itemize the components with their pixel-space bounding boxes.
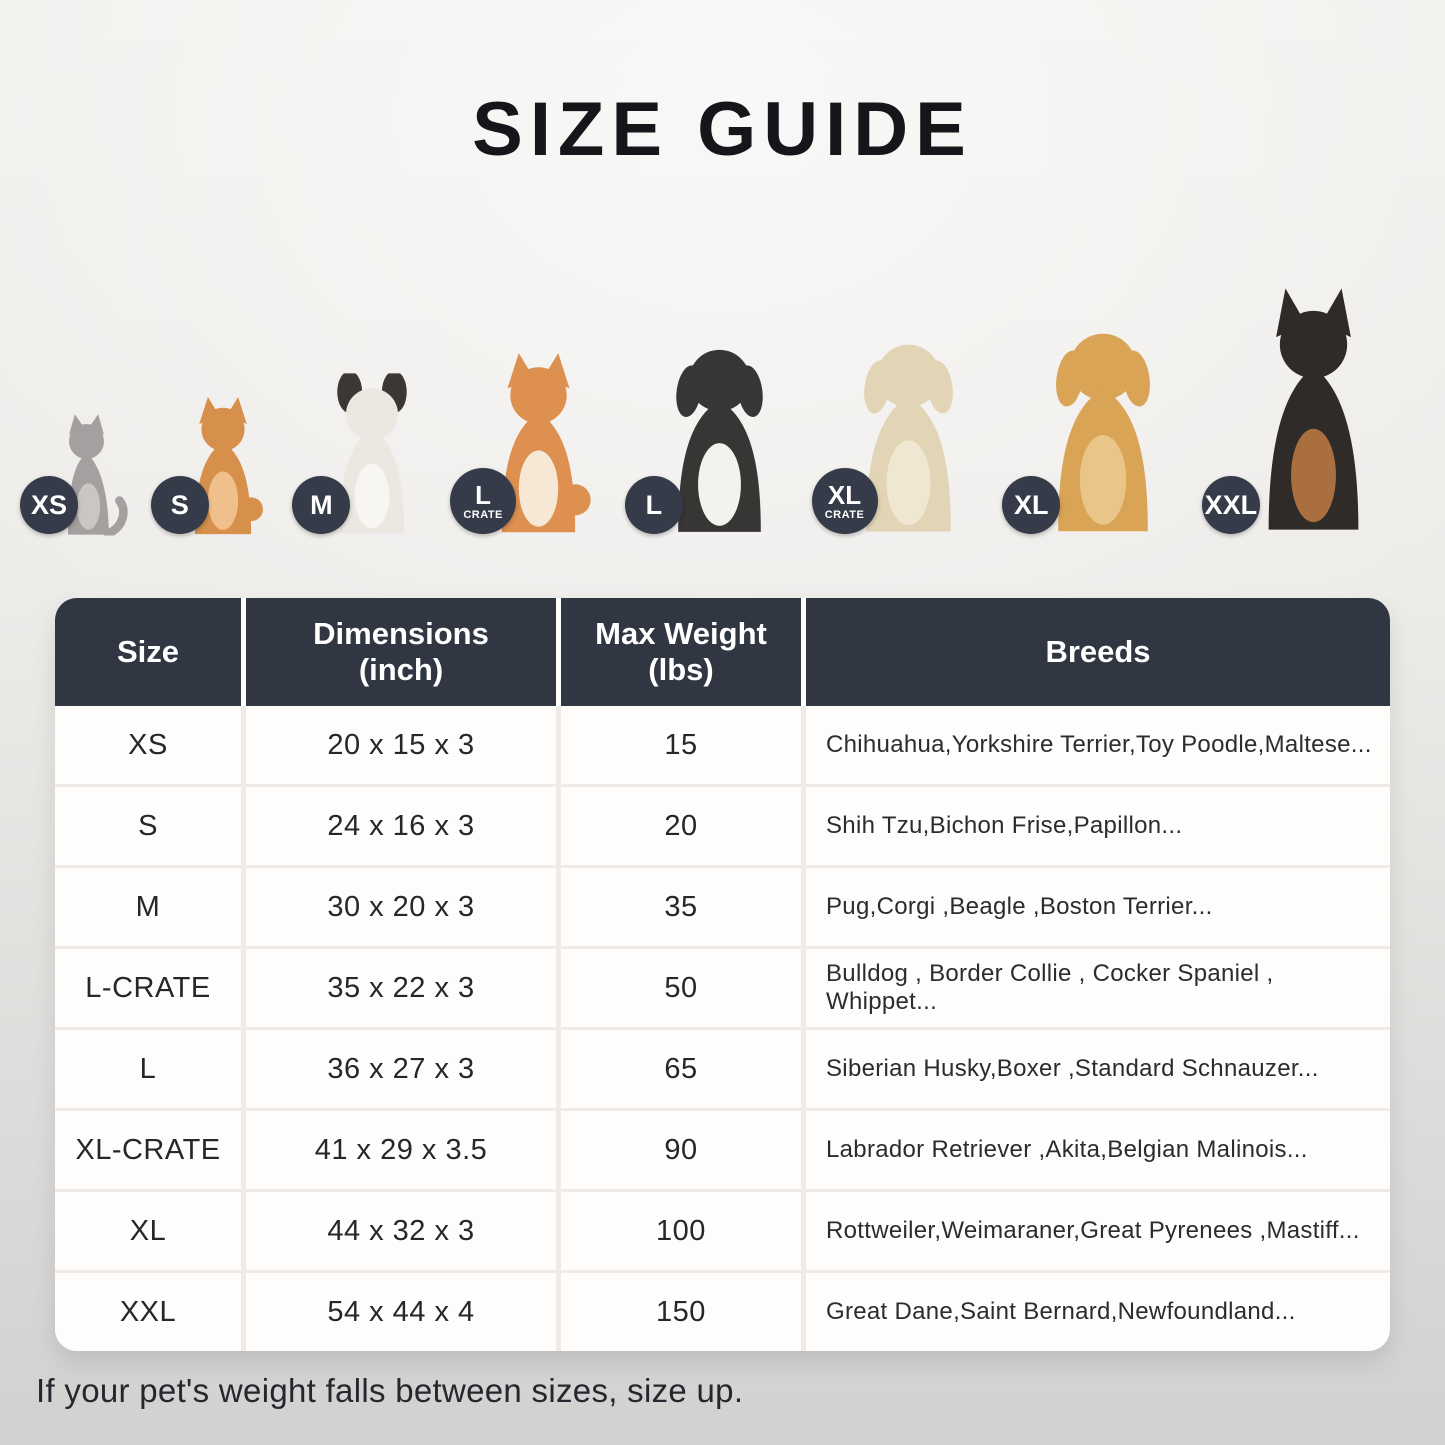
column-header-size: Size: [55, 598, 241, 706]
size-cell: M: [55, 868, 241, 946]
sizing-note: If your pet's weight falls between sizes…: [36, 1372, 744, 1409]
column-header-dimensions: Dimensions (inch): [246, 598, 556, 706]
max-weight-cell: 20: [561, 787, 801, 865]
column-header-breeds: Breeds: [806, 598, 1390, 706]
french-bulldog-icon: M: [292, 368, 434, 540]
page-title: SIZE GUIDE: [472, 87, 973, 172]
breeds-cell: Great Dane,Saint Bernard,Newfoundland...: [806, 1273, 1390, 1351]
dimensions-cell: 36 x 27 x 3: [246, 1030, 556, 1108]
golden-retriever-icon: XL: [1002, 310, 1186, 540]
size-cell: L: [55, 1030, 241, 1108]
dimensions-cell: 30 x 20 x 3: [246, 868, 556, 946]
size-badge-m: M: [292, 476, 351, 534]
table-row-xxl: XXL 54 x 44 x 4 150 Great Dane,Saint Bernar…: [55, 1273, 1390, 1351]
breeds-cell: Labrador Retriever ,Akita,Belgian Malino…: [806, 1111, 1390, 1189]
table-header-row: Size Dimensions (inch) Max Weight (lbs) Breed…: [55, 598, 1390, 706]
column-header-max-weight: Max Weight (lbs): [561, 598, 801, 706]
size-cell: XS: [55, 706, 241, 784]
dimensions-cell: 44 x 32 x 3: [246, 1192, 556, 1270]
breeds-cell: Rottweiler,Weimaraner,Great Pyrenees ,Ma…: [806, 1192, 1390, 1270]
size-badge-xs: XS: [20, 476, 78, 534]
size-badge-xxl: XXL: [1201, 476, 1260, 534]
table-row-xl: XL 44 x 32 x 3 100 Rottweiler,Weimaraner,Gr…: [55, 1192, 1390, 1270]
pomeranian-icon: S: [150, 390, 277, 540]
breeds-cell: Bulldog , Border Collie , Cocker Spaniel…: [806, 949, 1390, 1027]
size-badge-xl-crate: XL CRATE: [811, 468, 878, 534]
breeds-cell: Chihuahua,Yorkshire Terrier,Toy Poodle,M…: [806, 706, 1390, 784]
max-weight-cell: 150: [561, 1273, 801, 1351]
size-badge-s: S: [150, 476, 209, 534]
dimensions-cell: 20 x 15 x 3: [246, 706, 556, 784]
dimensions-cell: 35 x 22 x 3: [246, 949, 556, 1027]
dimensions-cell: 41 x 29 x 3.5: [246, 1111, 556, 1189]
table-row-s: S 24 x 16 x 3 20 Shih Tzu,Bichon Frise,Papi…: [55, 787, 1390, 865]
max-weight-cell: 90: [561, 1111, 801, 1189]
max-weight-cell: 35: [561, 868, 801, 946]
size-badge-xl: XL: [1002, 476, 1061, 534]
dimensions-cell: 24 x 16 x 3: [246, 787, 556, 865]
size-table: Size Dimensions (inch) Max Weight (lbs) Breed…: [55, 598, 1390, 1351]
breeds-cell: Siberian Husky,Boxer ,Standard Schnauzer…: [806, 1030, 1390, 1108]
table-row-xs: XS 20 x 15 x 3 15 Chihuahua,Yorkshire Terri…: [55, 706, 1390, 784]
size-cell: S: [55, 787, 241, 865]
size-cell: XL-CRATE: [55, 1111, 241, 1189]
pets-row: XS S M L CRATE L XL CRATE XL XXL: [0, 240, 1445, 540]
size-cell: XL: [55, 1192, 241, 1270]
max-weight-cell: 65: [561, 1030, 801, 1108]
cat-icon: XS: [20, 405, 135, 540]
table-row-l: L 36 x 27 x 3 65 Siberian Husky,Boxer ,Stan…: [55, 1030, 1390, 1108]
max-weight-cell: 100: [561, 1192, 801, 1270]
breeds-cell: Shih Tzu,Bichon Frise,Papillon...: [806, 787, 1390, 865]
size-badge-l: L: [624, 476, 683, 534]
doberman-icon: XXL: [1201, 280, 1407, 540]
size-badge-l-crate: L CRATE: [450, 468, 517, 534]
breeds-cell: Pug,Corgi ,Beagle ,Boston Terrier...: [806, 868, 1390, 946]
dimensions-cell: 54 x 44 x 4: [246, 1273, 556, 1351]
table-row-m: M 30 x 20 x 3 35 Pug,Corgi ,Beagle ,Boston …: [55, 868, 1390, 946]
size-cell: XXL: [55, 1273, 241, 1351]
size-cell: L-CRATE: [55, 949, 241, 1027]
table-row-xl-crate: XL-CRATE 41 x 29 x 3.5 90 Labrador Retrieve…: [55, 1111, 1390, 1189]
border-collie-icon: L: [624, 328, 796, 540]
shiba-inu-icon: L CRATE: [450, 344, 609, 540]
max-weight-cell: 15: [561, 706, 801, 784]
table-row-l-crate: L-CRATE 35 x 22 x 3 50 Bulldog , Border Col…: [55, 949, 1390, 1027]
labrador-icon: XL CRATE: [811, 322, 987, 540]
table-body: XS 20 x 15 x 3 15 Chihuahua,Yorkshire Terri…: [55, 706, 1390, 1351]
max-weight-cell: 50: [561, 949, 801, 1027]
